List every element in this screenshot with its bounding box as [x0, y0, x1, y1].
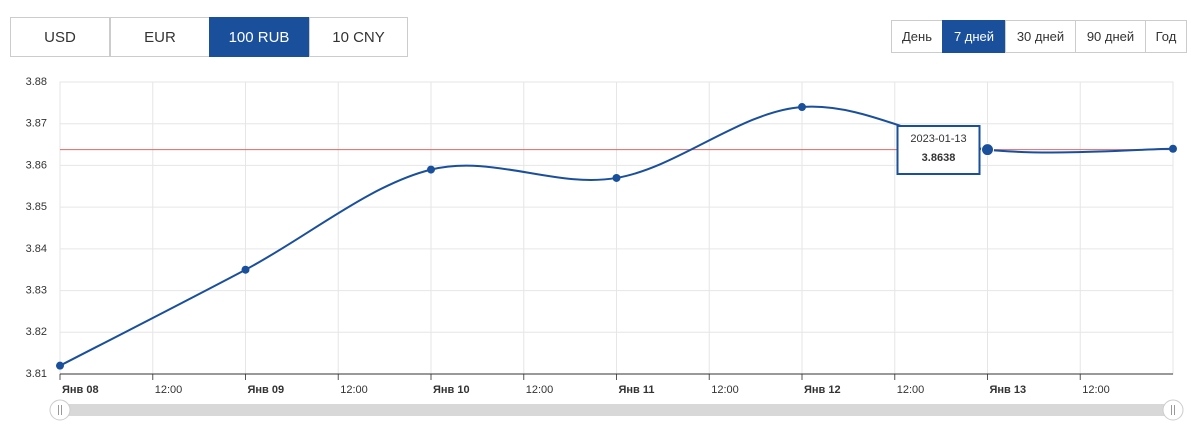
tab-button[interactable]: 100 RUB — [209, 17, 309, 57]
data-point — [56, 361, 64, 370]
y-tick-label: 3.82 — [26, 326, 47, 338]
x-tick-label: 12:00 — [526, 384, 554, 396]
tooltip: 2023-01-13 3.8638 — [896, 125, 981, 175]
x-tick-label: 12:00 — [897, 384, 925, 396]
x-tick-label: 12:00 — [155, 384, 183, 396]
y-tick-label: 3.84 — [26, 243, 47, 255]
tab-button[interactable]: День — [891, 20, 943, 53]
tooltip-box — [896, 125, 981, 175]
x-tick-label: Янв 12 — [804, 384, 841, 396]
tab-button[interactable]: 90 дней — [1075, 20, 1146, 53]
tab-button[interactable]: 10 CNY — [309, 17, 408, 57]
x-tick-label: Янв 13 — [990, 384, 1027, 396]
data-point — [1169, 144, 1177, 153]
x-tick-label: Янв 10 — [433, 384, 470, 396]
x-tick-label: Янв 08 — [62, 384, 99, 396]
scrollbar-track — [60, 404, 1173, 416]
y-tick-label: 3.88 — [26, 76, 47, 88]
y-tick-label: 3.86 — [26, 159, 47, 171]
tab-button[interactable]: USD — [10, 17, 110, 57]
y-tick-label: 3.81 — [26, 368, 47, 380]
x-tick-label: Янв 11 — [619, 384, 655, 396]
tooltip-date: 2023-01-13 — [910, 133, 966, 145]
y-tick-label: 3.85 — [26, 201, 47, 213]
data-point — [798, 103, 806, 112]
tooltip-value: 3.8638 — [922, 152, 956, 164]
x-tick-label: Янв 09 — [248, 384, 285, 396]
data-point — [981, 143, 994, 157]
data-point — [612, 173, 621, 182]
x-tick-label: 12:00 — [711, 384, 739, 396]
tab-button[interactable]: EUR — [110, 17, 210, 57]
tab-button[interactable]: 7 дней — [942, 20, 1006, 53]
x-tick-label: 12:00 — [1082, 384, 1110, 396]
scrollbar-handle[interactable] — [49, 399, 71, 421]
tab-button[interactable]: Год — [1145, 20, 1187, 53]
data-point — [241, 265, 250, 274]
tab-button[interactable]: 30 дней — [1005, 20, 1076, 53]
x-tick-label: 12:00 — [340, 384, 368, 396]
scrollbar-handle[interactable] — [1162, 399, 1184, 421]
data-point — [427, 165, 435, 174]
y-tick-label: 3.87 — [26, 118, 47, 130]
y-tick-label: 3.83 — [26, 284, 47, 296]
